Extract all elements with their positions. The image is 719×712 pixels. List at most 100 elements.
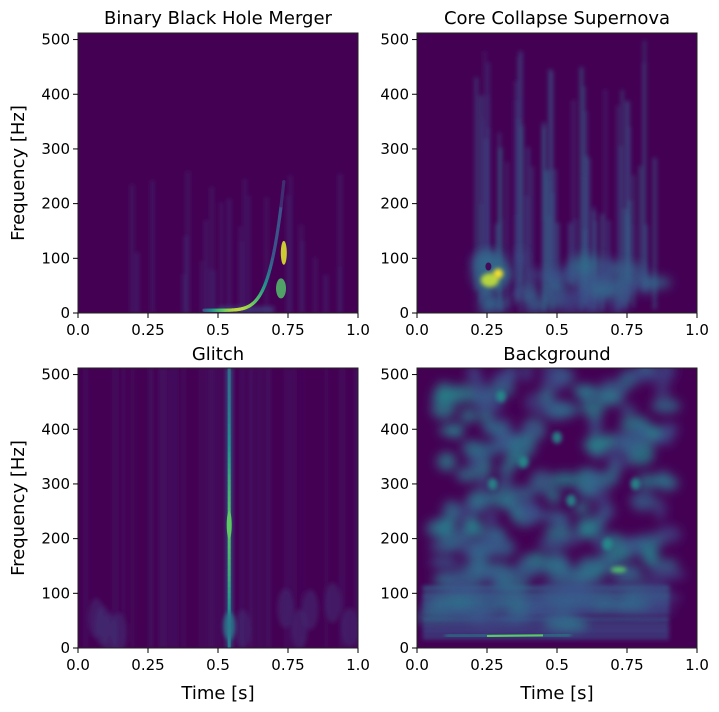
low-haze [277,588,294,629]
glitch-segment [227,575,231,582]
haze-blob [478,298,493,313]
noise-blob [538,510,568,523]
noise-blob [579,384,593,407]
noise-blob [630,491,657,512]
background-streak [204,368,207,648]
noise-blob [521,501,542,525]
haze-blob [558,292,583,313]
noise-blob [468,494,489,513]
supernova-streak [474,77,478,290]
background-streak [289,368,292,648]
glitch-segment [227,429,231,436]
noise-blob [588,414,603,437]
glitch-segment [227,496,231,503]
low-noise-blob [491,613,538,622]
background-streak [115,368,118,648]
x-tick-label: 0.5 [545,656,569,674]
x-ticks: 0.0 0.25 0.5 0.75 1.0 [66,313,370,339]
noise-blob [442,500,460,523]
glitch-segment [227,373,231,380]
haze-blob [522,283,540,306]
x-tick-label: 0.5 [206,321,230,339]
x-tick-label: 0.0 [66,321,90,339]
background-streak [239,226,242,313]
y-tick-label: 400 [380,85,409,103]
background-streak [113,368,116,648]
low-noise-blob [443,581,482,596]
glitch-segment [227,541,231,548]
background-streak [251,368,254,648]
noise-hotspot [566,494,576,507]
burst-halo [471,249,508,294]
background-streak [122,368,125,648]
background-streak [130,184,134,313]
supernova-burst [471,249,508,294]
low-noise-blob [556,603,596,612]
glitch-segment [227,547,231,554]
supernova-streak [652,158,657,310]
supernova-streak [621,90,624,305]
chirp-peak-bright [280,240,287,265]
background-streak [135,252,139,313]
supernova-streak [616,105,620,311]
noise-blob [464,519,483,536]
background-streak [160,368,163,648]
noise-blob [655,379,670,403]
x-tick-label: 0.25 [131,321,164,339]
supernova-streak [542,220,545,286]
background-streak [355,368,358,648]
chirp-track [202,180,287,312]
background-streak [212,270,215,313]
glitch-segment [227,463,231,470]
glitch-segment [227,491,231,498]
x-tick-label: 0.25 [470,656,503,674]
supernova-streak [550,71,554,298]
glitch-segment [227,401,231,408]
noise-blob [572,501,591,515]
low-band [218,306,274,313]
heatmap-background [78,33,358,313]
faint-streaks [84,368,358,648]
background-streak [151,180,154,313]
supernova-streak [542,122,546,300]
noise-hotspot [602,538,613,551]
noise-blob [478,475,491,490]
x-tick-label: 0.25 [470,321,503,339]
panel-title: Glitch [192,344,244,365]
supernova-streak [604,89,607,297]
supernova-streak [551,193,554,312]
haze-blob [619,278,634,302]
glitch-segment [227,502,231,509]
noise-blob [576,556,600,578]
noise-blob [481,422,508,436]
low-noise-blob [645,568,686,580]
x-tick-label: 0.75 [610,321,643,339]
noise-band [422,634,669,640]
y-tick-label: 300 [380,140,409,158]
y-tick-label: 0 [399,639,409,657]
low-noise-blob [437,570,476,581]
noise-blob [459,408,477,424]
low-noise-blob [539,566,579,576]
x-ticks: 0.0 0.25 0.5 0.75 1.0 [66,648,370,674]
chirp-segment [276,214,282,228]
low-haze [324,582,341,623]
background-streak [150,368,153,648]
background-streak [231,368,234,648]
background-streak [227,199,231,313]
background-streak [265,197,268,313]
noise-blob [655,431,674,445]
y-tick-label: 100 [41,249,70,267]
background-streak [209,368,212,648]
supernova-streak [553,169,557,289]
supernova-streak [571,100,576,287]
low-haze [234,609,251,648]
glitch-segment [227,440,231,447]
supernova-streak [584,155,589,305]
supernova-streak [581,176,585,287]
heatmap-area [417,33,697,313]
supernova-streak [498,147,503,311]
heatmap-area [417,368,697,648]
noise-band [422,628,669,634]
supernova-streak [627,200,632,283]
